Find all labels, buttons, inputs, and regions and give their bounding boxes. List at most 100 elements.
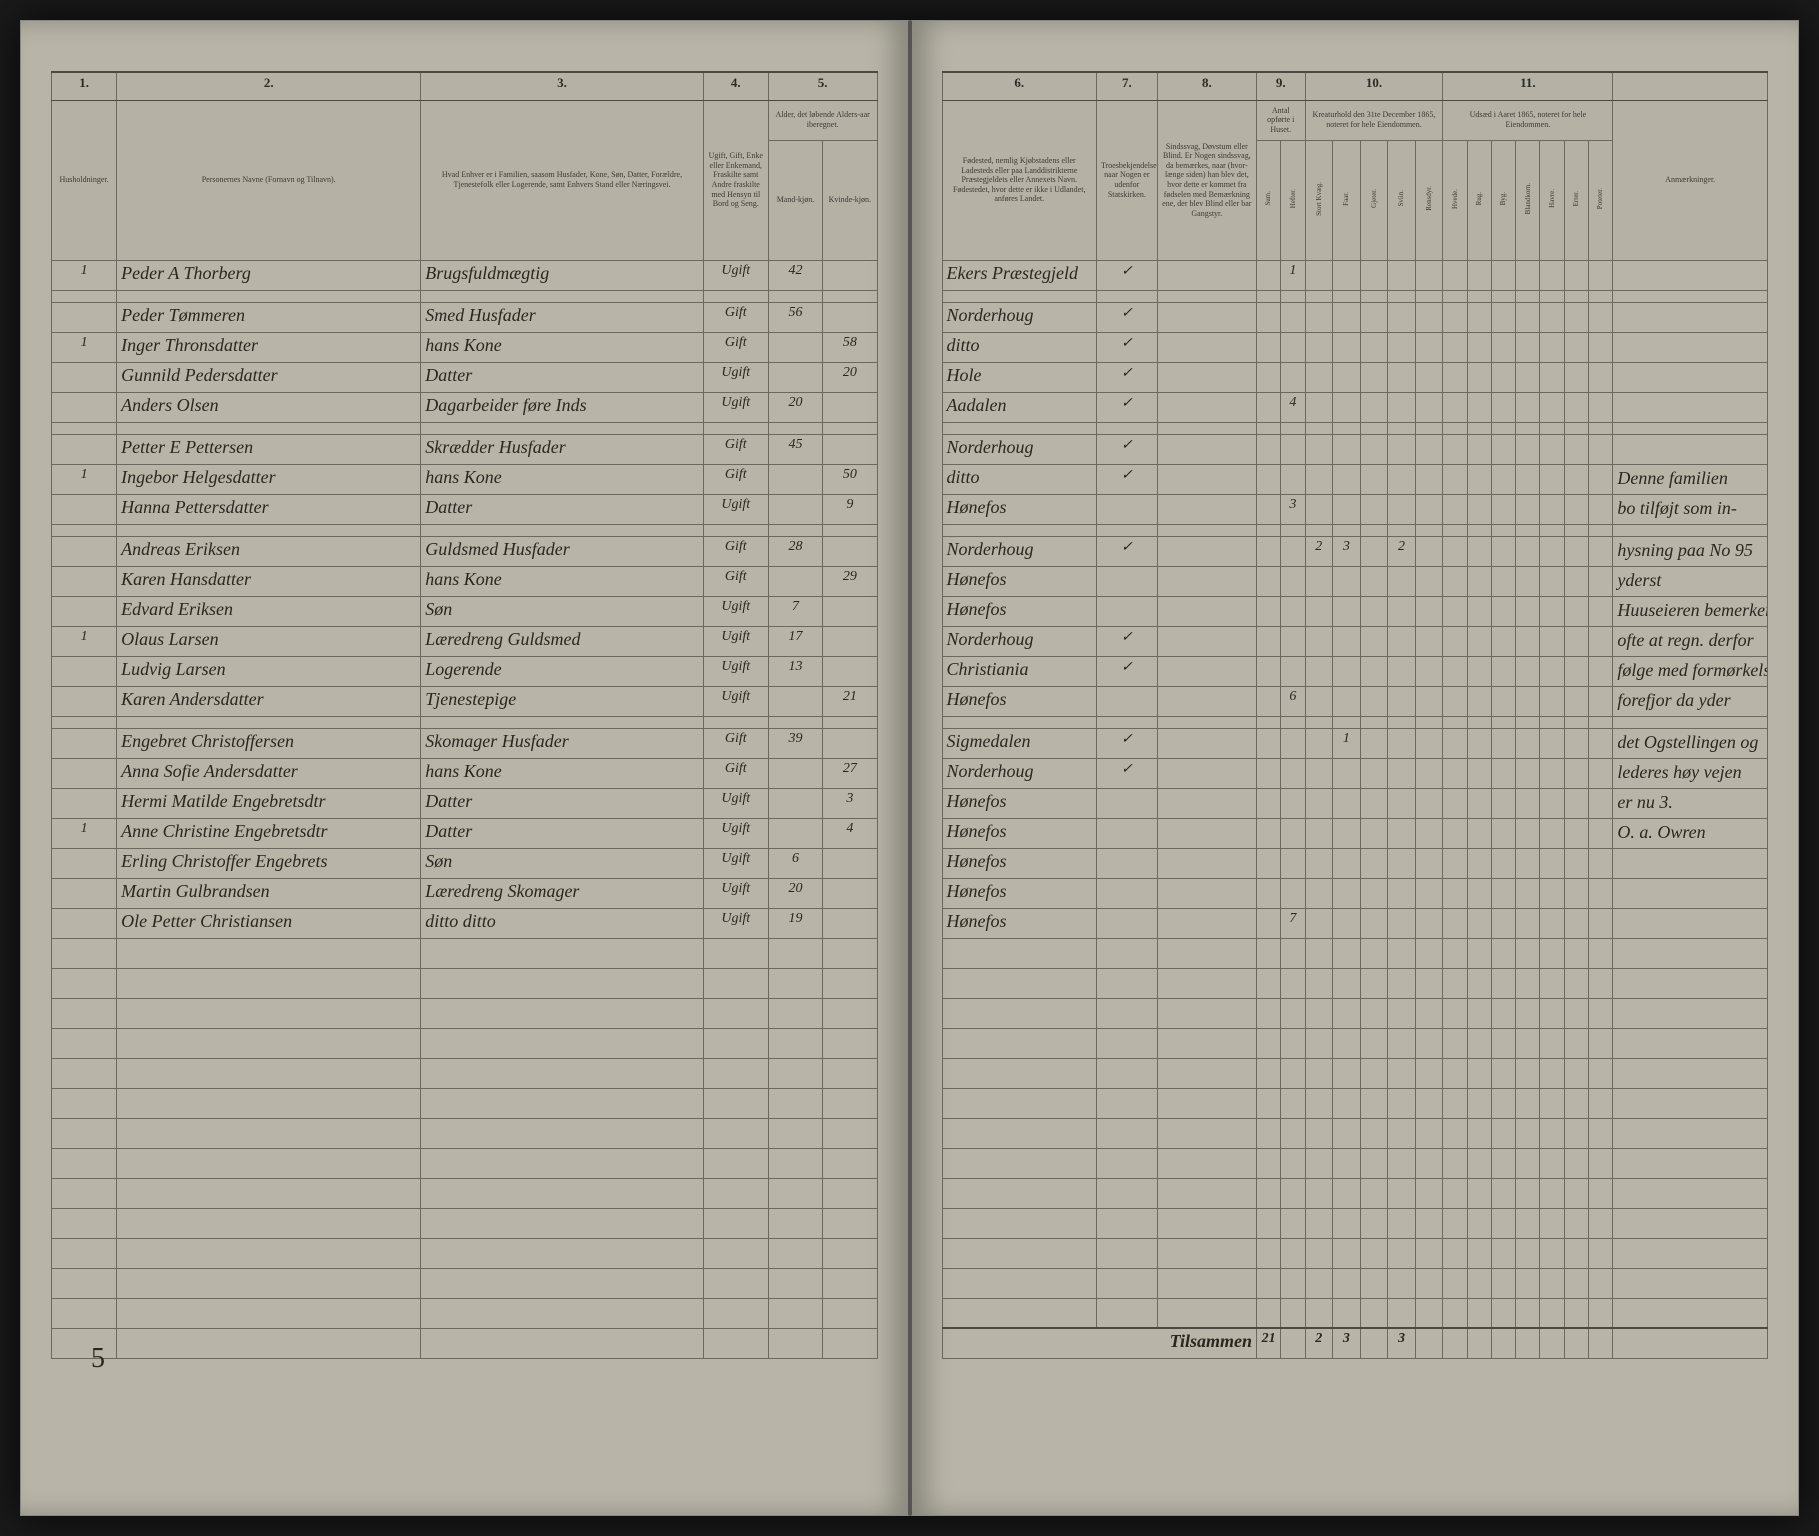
- totals-cell: [1360, 1328, 1388, 1358]
- faith-mark: ✓: [1096, 626, 1157, 656]
- ledger-row: HønefosHuuseieren bemerker: [942, 596, 1768, 626]
- seed-col: [1540, 260, 1564, 290]
- person-name: Edvard Eriksen: [117, 596, 421, 626]
- relation: Dagarbeider føre Inds: [421, 392, 703, 422]
- seed-col: [1443, 626, 1467, 656]
- ledger-row: Edvard EriksenSønUgift7: [52, 596, 878, 626]
- disability: [1157, 494, 1256, 524]
- livestock-swine: [1388, 848, 1416, 878]
- remarks-cell: [1613, 302, 1768, 332]
- ledger-row: Hønefos: [942, 878, 1768, 908]
- seed-col: [1589, 626, 1613, 656]
- livestock-reindeer: [1415, 626, 1443, 656]
- census-ledger-book: 1. 2. 3. 4. 5. Husholdninger. Personerne…: [20, 20, 1799, 1516]
- relation: Brugsfuldmægtig: [421, 260, 703, 290]
- seed-col: [1564, 686, 1588, 716]
- household-num: 1: [52, 332, 117, 362]
- remarks-cell: O. a. Owren: [1613, 818, 1768, 848]
- disability: [1157, 464, 1256, 494]
- seed-col: [1467, 848, 1491, 878]
- ledger-row: Sigmedalen✓1det Ogstellingen og: [942, 728, 1768, 758]
- seed-col: [1516, 908, 1540, 938]
- age-male: 45: [768, 434, 822, 464]
- birthplace: Hønefos: [942, 788, 1096, 818]
- ledger-row: Hønefos: [942, 848, 1768, 878]
- seed-col: [1516, 728, 1540, 758]
- seed-col: [1564, 494, 1588, 524]
- livestock-goat: [1360, 566, 1388, 596]
- livestock-swine: [1388, 908, 1416, 938]
- ledger-row: [52, 716, 878, 728]
- ledger-row-empty: [942, 1148, 1768, 1178]
- header-seed: Udsæd i Aaret 1865, noteret for hele Eie…: [1443, 100, 1613, 140]
- seed-col: [1491, 908, 1515, 938]
- disability: [1157, 818, 1256, 848]
- livestock-swine: [1388, 686, 1416, 716]
- livestock-sheep: [1333, 494, 1361, 524]
- person-name: Ludvig Larsen: [117, 656, 421, 686]
- birthplace: Ekers Præstegjeld: [942, 260, 1096, 290]
- seed-col: [1540, 728, 1564, 758]
- livestock-sheep: [1333, 596, 1361, 626]
- age-female: [823, 626, 877, 656]
- marital-status: Ugift: [703, 392, 768, 422]
- disability: [1157, 656, 1256, 686]
- count-sum: [1256, 434, 1280, 464]
- seed-col: [1516, 302, 1540, 332]
- livestock-swine: [1388, 464, 1416, 494]
- remarks-cell: [1613, 848, 1768, 878]
- age-male: [768, 362, 822, 392]
- seed-col: [1467, 758, 1491, 788]
- livestock-sheep: [1333, 788, 1361, 818]
- ledger-row: Hole✓: [942, 362, 1768, 392]
- birthplace: Aadalen: [942, 392, 1096, 422]
- ledger-row-empty: [942, 1088, 1768, 1118]
- livestock-reindeer: [1415, 362, 1443, 392]
- faith-mark: [1096, 686, 1157, 716]
- livestock-sheep: [1333, 332, 1361, 362]
- header-disability: Sindssvag, Døvstum eller Blind. Er Nogen…: [1157, 100, 1256, 260]
- household-num: [52, 788, 117, 818]
- livestock-reindeer: [1415, 494, 1443, 524]
- faith-mark: ✓: [1096, 536, 1157, 566]
- colnum-5: 5.: [768, 72, 877, 100]
- livestock-cattle: [1305, 392, 1333, 422]
- ledger-row: ditto✓: [942, 332, 1768, 362]
- livestock-swine: [1388, 788, 1416, 818]
- ledger-row: Hønefos3bo tilføjt som in-: [942, 494, 1768, 524]
- livestock-cattle: [1305, 494, 1333, 524]
- count-sum: [1256, 728, 1280, 758]
- birthplace: Norderhoug: [942, 536, 1096, 566]
- right-ledger-table: 6. 7. 8. 9. 10. 11. Fødested, nemlig Kjø…: [942, 71, 1769, 1359]
- livestock-sheep: 3: [1333, 536, 1361, 566]
- livestock-goat: [1360, 392, 1388, 422]
- seed-col: [1540, 566, 1564, 596]
- header-names: Personernes Navne (Fornavn og Tilnavn).: [117, 100, 421, 260]
- marital-status: Ugift: [703, 686, 768, 716]
- disability: [1157, 260, 1256, 290]
- age-female: [823, 656, 877, 686]
- seed-col: [1589, 536, 1613, 566]
- faith-mark: ✓: [1096, 728, 1157, 758]
- seed-col: [1564, 626, 1588, 656]
- ledger-row-empty: [52, 1328, 878, 1358]
- person-name: Hermi Matilde Engebretsdtr: [117, 788, 421, 818]
- seed-col: [1467, 464, 1491, 494]
- ledger-row-empty: [52, 1178, 878, 1208]
- livestock-sheep: [1333, 908, 1361, 938]
- ledger-row-empty: [52, 1208, 878, 1238]
- seed-col: [1516, 362, 1540, 392]
- totals-cell: [1589, 1328, 1613, 1358]
- household-num: [52, 878, 117, 908]
- household-num: [52, 434, 117, 464]
- colnum-2: 2.: [117, 72, 421, 100]
- count-hefter: 7: [1281, 908, 1305, 938]
- seed-col: [1491, 818, 1515, 848]
- age-female: [823, 434, 877, 464]
- livestock-swine: [1388, 494, 1416, 524]
- totals-cell: 2: [1305, 1328, 1333, 1358]
- seed-col: [1467, 686, 1491, 716]
- seed-col: [1564, 536, 1588, 566]
- seed-col: [1540, 536, 1564, 566]
- seed-col: [1443, 758, 1467, 788]
